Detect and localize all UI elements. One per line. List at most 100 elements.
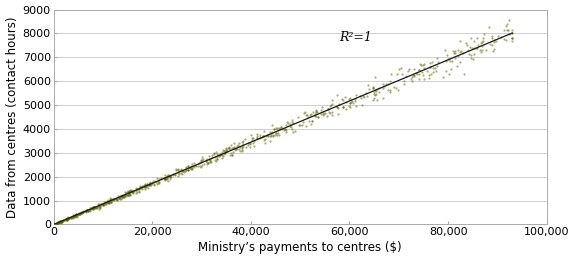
Point bbox=[246, 141, 255, 145]
Point bbox=[63, 216, 72, 220]
Point bbox=[228, 146, 237, 150]
Point bbox=[200, 162, 209, 166]
Point bbox=[472, 36, 481, 40]
Point bbox=[106, 200, 115, 205]
Point bbox=[54, 220, 63, 224]
Point bbox=[162, 174, 171, 179]
Point bbox=[499, 28, 508, 32]
Point bbox=[393, 88, 402, 92]
Point bbox=[450, 56, 459, 60]
Point bbox=[417, 70, 426, 74]
Point bbox=[104, 198, 113, 203]
Point bbox=[216, 153, 225, 157]
Point bbox=[216, 152, 225, 156]
Point bbox=[338, 105, 347, 109]
Point bbox=[168, 171, 177, 176]
Point bbox=[129, 189, 138, 193]
Point bbox=[93, 204, 102, 208]
Point bbox=[185, 166, 194, 170]
Point bbox=[479, 39, 488, 43]
Point bbox=[89, 205, 98, 210]
Point bbox=[119, 195, 128, 199]
Point bbox=[163, 175, 172, 179]
Point bbox=[384, 88, 393, 92]
Point bbox=[64, 216, 74, 220]
Point bbox=[371, 89, 380, 93]
Point bbox=[187, 166, 196, 170]
Point bbox=[327, 109, 336, 114]
Point bbox=[93, 205, 102, 209]
Point bbox=[67, 215, 76, 219]
Point bbox=[271, 131, 281, 135]
Point bbox=[263, 133, 273, 138]
Point bbox=[68, 215, 78, 219]
Point bbox=[508, 36, 517, 40]
Point bbox=[125, 193, 135, 197]
Point bbox=[59, 218, 68, 222]
Point bbox=[227, 151, 236, 155]
Point bbox=[186, 167, 196, 171]
Point bbox=[52, 221, 61, 225]
Point bbox=[70, 214, 79, 218]
Point bbox=[74, 211, 83, 215]
Point bbox=[90, 206, 99, 210]
X-axis label: Ministry’s payments to centres ($): Ministry’s payments to centres ($) bbox=[198, 242, 402, 255]
Point bbox=[368, 86, 377, 90]
Point bbox=[297, 123, 306, 127]
Point bbox=[455, 60, 465, 64]
Point bbox=[83, 209, 93, 213]
Point bbox=[246, 145, 255, 149]
Point bbox=[267, 123, 277, 127]
Point bbox=[258, 134, 267, 138]
Point bbox=[49, 222, 59, 226]
Point bbox=[128, 190, 137, 194]
Point bbox=[88, 205, 97, 209]
Point bbox=[182, 168, 191, 172]
Point bbox=[173, 171, 182, 175]
Point bbox=[74, 213, 83, 217]
Point bbox=[177, 171, 186, 175]
Point bbox=[123, 193, 132, 198]
Point bbox=[53, 220, 63, 224]
Point bbox=[69, 214, 78, 218]
Point bbox=[141, 185, 150, 190]
Point bbox=[260, 137, 270, 141]
Point bbox=[104, 200, 113, 204]
Point bbox=[58, 218, 67, 222]
Point bbox=[443, 57, 453, 61]
Point bbox=[79, 210, 88, 214]
Point bbox=[117, 195, 126, 199]
Point bbox=[89, 206, 98, 210]
Point bbox=[475, 48, 484, 52]
Point bbox=[55, 220, 64, 224]
Point bbox=[237, 146, 246, 150]
Point bbox=[109, 198, 118, 202]
Point bbox=[87, 206, 97, 211]
Point bbox=[503, 22, 512, 26]
Point bbox=[295, 123, 304, 127]
Point bbox=[317, 108, 326, 113]
Point bbox=[75, 212, 84, 216]
Point bbox=[156, 176, 166, 180]
Point bbox=[385, 88, 394, 92]
Point bbox=[277, 127, 286, 131]
Point bbox=[49, 222, 59, 226]
Point bbox=[50, 222, 59, 226]
Point bbox=[107, 197, 116, 201]
Point bbox=[271, 133, 280, 137]
Point bbox=[415, 62, 424, 66]
Point bbox=[91, 205, 100, 210]
Point bbox=[419, 77, 428, 81]
Point bbox=[407, 79, 416, 83]
Point bbox=[369, 86, 378, 90]
Point bbox=[183, 164, 193, 168]
Point bbox=[508, 36, 517, 40]
Point bbox=[61, 217, 70, 222]
Point bbox=[71, 214, 80, 218]
Point bbox=[94, 203, 103, 207]
Point bbox=[95, 205, 104, 210]
Point bbox=[165, 174, 174, 178]
Point bbox=[181, 165, 190, 169]
Point bbox=[124, 189, 133, 193]
Point bbox=[213, 157, 222, 161]
